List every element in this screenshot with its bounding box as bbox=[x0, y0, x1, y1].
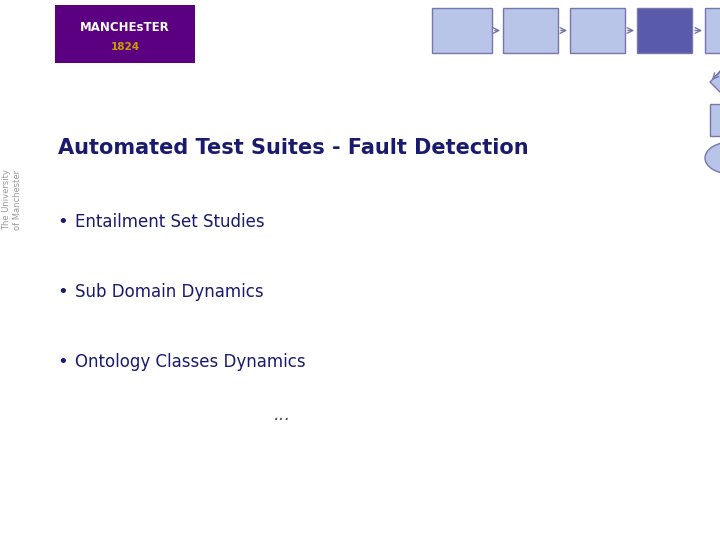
Text: Sub Domain Dynamics: Sub Domain Dynamics bbox=[75, 283, 264, 301]
Text: MANCHEsTER: MANCHEsTER bbox=[80, 21, 170, 33]
FancyBboxPatch shape bbox=[710, 104, 720, 136]
Text: The University
of Manchester: The University of Manchester bbox=[2, 170, 22, 231]
FancyBboxPatch shape bbox=[637, 8, 692, 53]
FancyBboxPatch shape bbox=[503, 8, 558, 53]
Text: Entailment Set Studies: Entailment Set Studies bbox=[75, 213, 265, 231]
Text: 1824: 1824 bbox=[110, 42, 140, 52]
Ellipse shape bbox=[705, 142, 720, 174]
FancyBboxPatch shape bbox=[432, 8, 492, 53]
FancyBboxPatch shape bbox=[55, 5, 195, 63]
Text: •: • bbox=[57, 213, 68, 231]
Text: Automated Test Suites - Fault Detection: Automated Test Suites - Fault Detection bbox=[58, 138, 528, 158]
Text: Ontology Classes Dynamics: Ontology Classes Dynamics bbox=[75, 353, 305, 371]
FancyBboxPatch shape bbox=[705, 8, 720, 53]
Text: •: • bbox=[57, 353, 68, 371]
Text: •: • bbox=[57, 283, 68, 301]
Polygon shape bbox=[710, 61, 720, 103]
FancyBboxPatch shape bbox=[570, 8, 625, 53]
Text: ...: ... bbox=[274, 406, 292, 424]
